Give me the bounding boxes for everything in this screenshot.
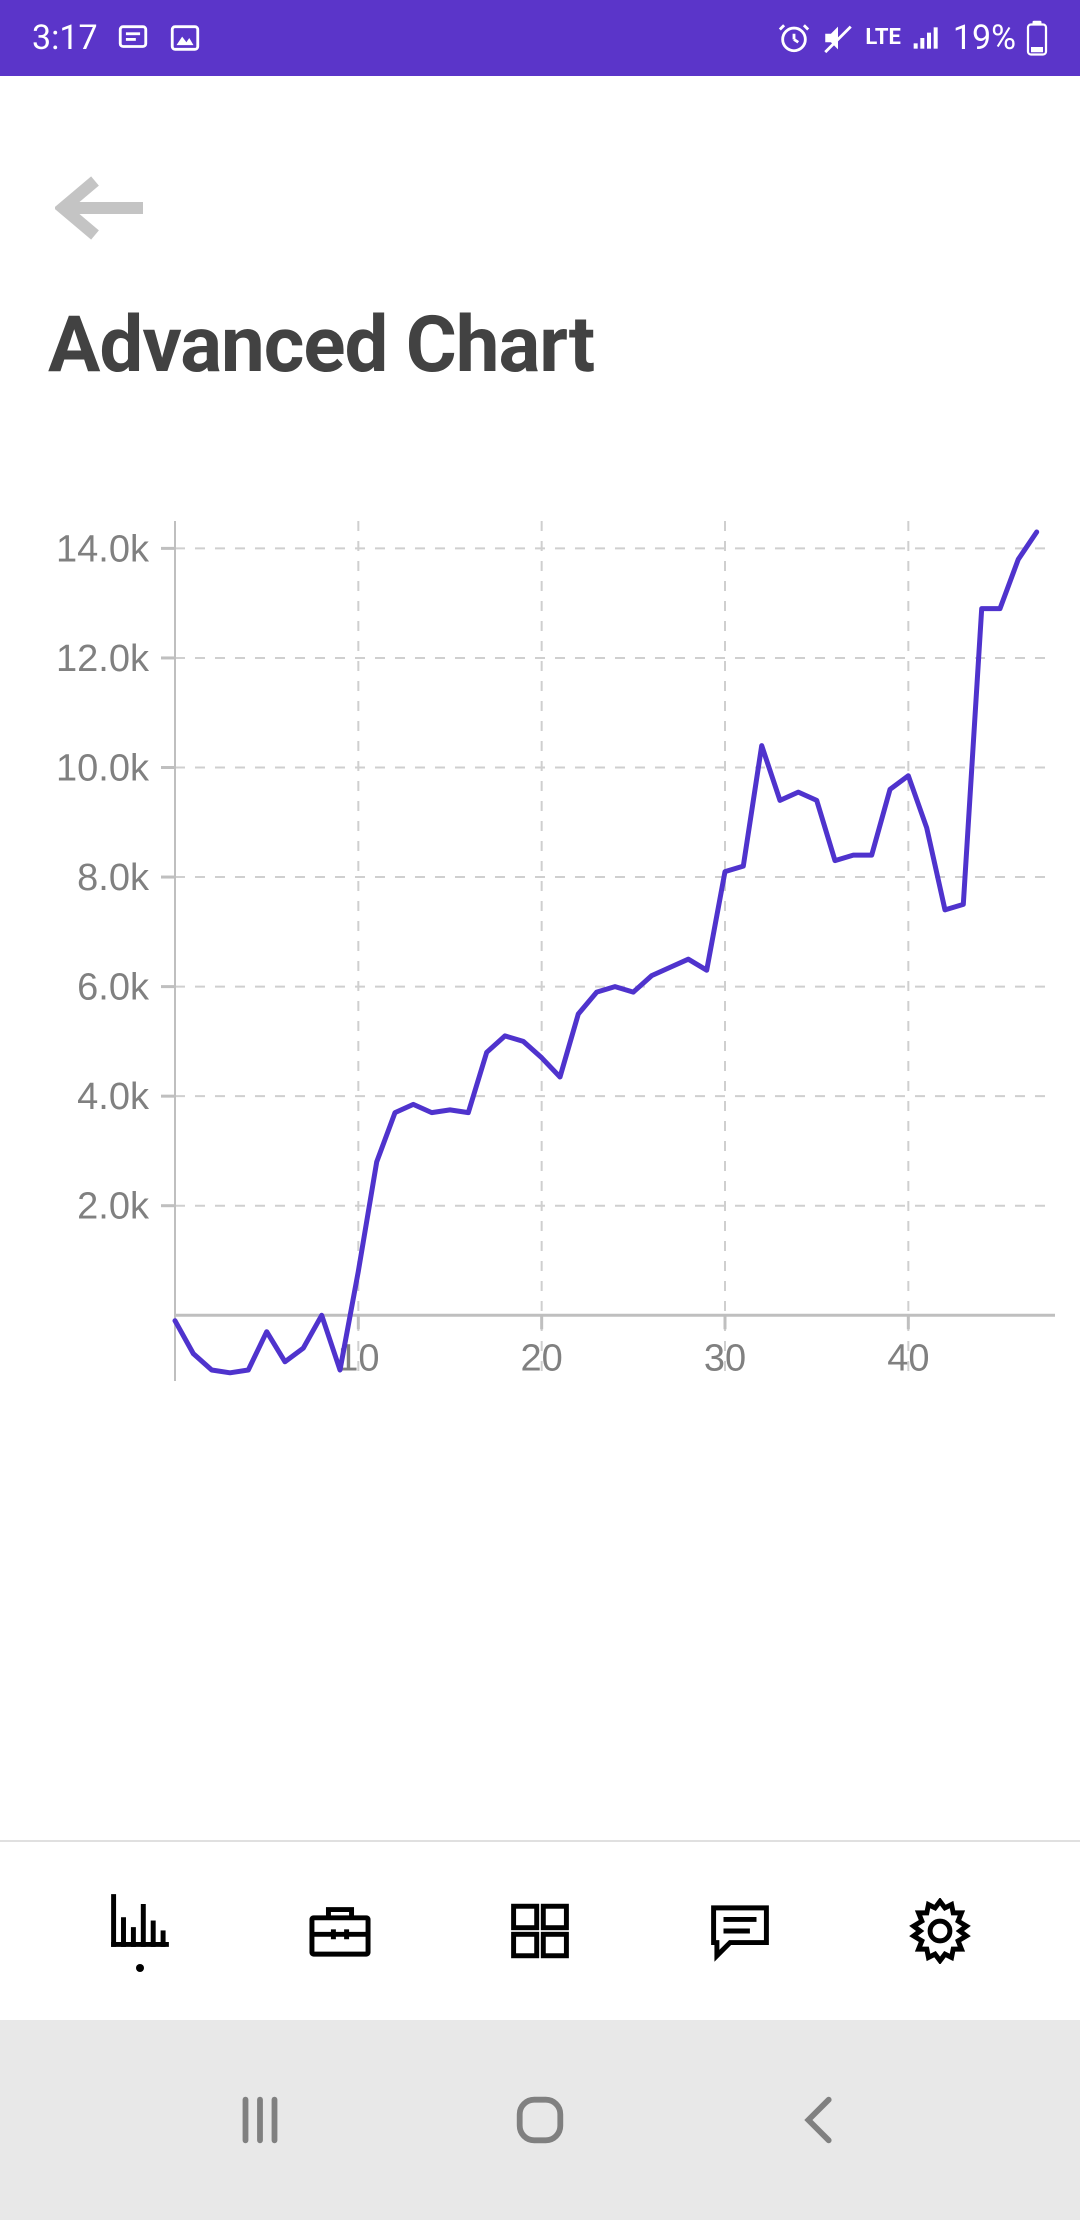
status-left: 3:17 [32,18,202,58]
grid-icon [507,1900,573,1962]
image-icon [168,21,202,55]
sysnav-back[interactable] [791,2091,849,2149]
briefcase-icon [307,1900,373,1962]
back-icon [791,2091,849,2149]
svg-text:12.0k: 12.0k [56,638,150,680]
recents-icon [231,2091,289,2149]
tab-grid[interactable] [487,1880,593,1982]
tab-messages[interactable] [687,1880,793,1982]
svg-text:14.0k: 14.0k [56,528,150,570]
bottom-tab-bar [0,1840,1080,2020]
sysnav-recents[interactable] [231,2091,289,2149]
network-label: LTE [865,27,900,49]
svg-text:10.0k: 10.0k [56,747,150,789]
svg-text:2.0k: 2.0k [77,1186,150,1228]
home-icon [511,2091,569,2149]
svg-text:20: 20 [521,1337,563,1379]
tab-active-indicator [136,1964,144,1972]
alarm-icon [777,21,811,55]
tab-charts[interactable] [87,1870,193,1992]
status-bar: 3:17 LTE 19% [0,0,1080,76]
tab-portfolio[interactable] [287,1880,393,1982]
mute-icon [821,21,855,55]
tab-settings[interactable] [887,1878,993,1984]
sysnav-home[interactable] [511,2091,569,2149]
system-nav-bar [0,2020,1080,2220]
svg-text:6.0k: 6.0k [77,967,150,1009]
svg-text:30: 30 [704,1337,746,1379]
status-right: LTE 19% [777,18,1048,58]
svg-text:40: 40 [887,1337,929,1379]
chart-container[interactable]: 2.0k4.0k6.0k8.0k10.0k12.0k14.0k10203040 [0,511,1080,1431]
message-icon [116,21,150,55]
svg-text:8.0k: 8.0k [77,857,150,899]
status-time: 3:17 [32,18,98,58]
chart-icon [107,1890,173,1956]
battery-icon [1026,20,1048,56]
signal-icon [911,22,943,54]
page-header: Advanced Chart [0,76,1080,431]
line-chart: 2.0k4.0k6.0k8.0k10.0k12.0k14.0k10203040 [0,511,1080,1471]
chat-icon [707,1900,773,1962]
battery-pct: 19% [953,18,1016,58]
page-title: Advanced Chart [48,300,1032,391]
back-button[interactable] [48,156,152,260]
gear-icon [907,1898,973,1964]
svg-text:4.0k: 4.0k [77,1076,150,1118]
arrow-left-icon [55,173,145,243]
